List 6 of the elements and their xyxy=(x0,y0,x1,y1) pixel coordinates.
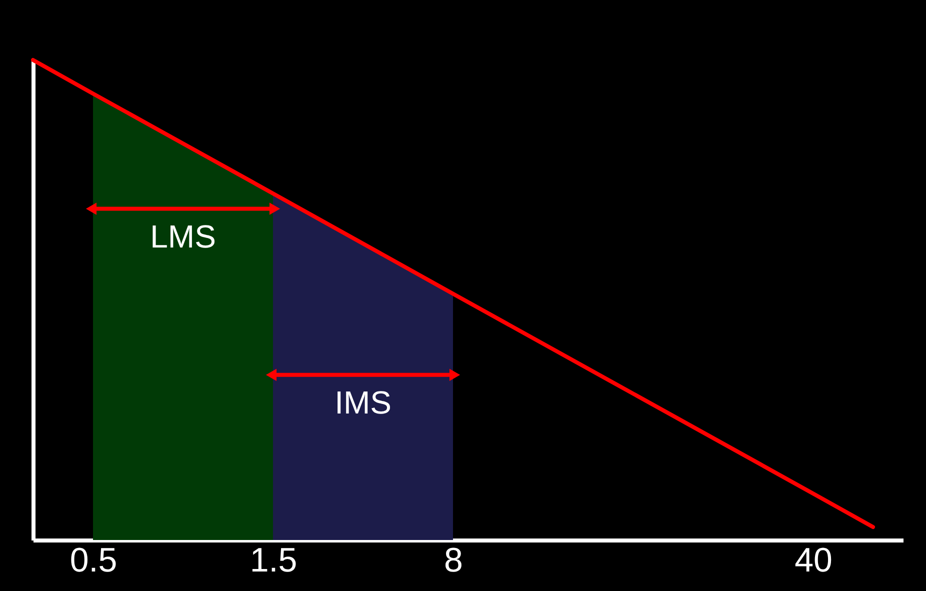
annotation: IMS xyxy=(334,384,392,421)
x-tick-label: 0.5 xyxy=(70,542,118,580)
x-tick-label: 1.5 xyxy=(250,542,298,580)
annotation: LMS xyxy=(150,218,216,255)
x-tick-label: 8 xyxy=(444,542,463,580)
x-tick-label: 40 xyxy=(794,542,832,580)
